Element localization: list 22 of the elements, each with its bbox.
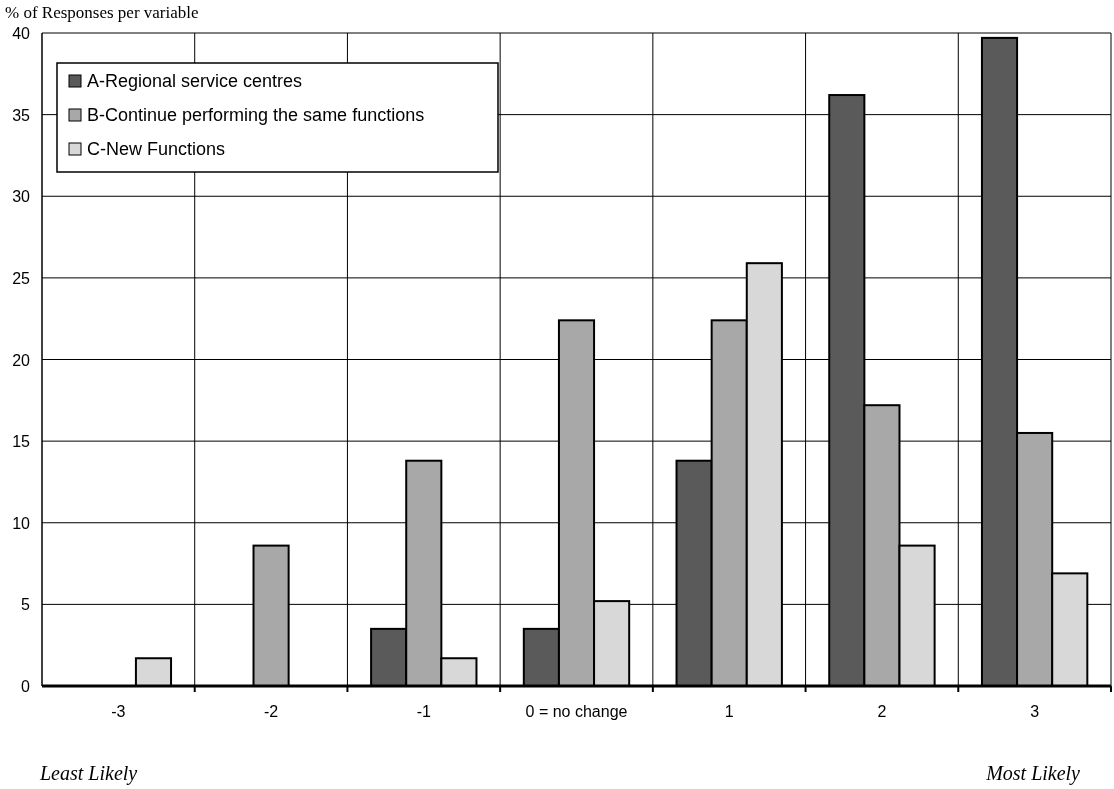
legend-label: A-Regional service centres — [87, 71, 303, 91]
y-tick-label: 10 — [12, 514, 31, 532]
y-tick-label: 25 — [12, 269, 31, 287]
x-tick-label: 3 — [1030, 703, 1040, 720]
y-tick-label: 20 — [12, 351, 31, 369]
text: Least Likely — [39, 762, 138, 785]
y-tick-label: 35 — [12, 106, 31, 124]
legend-label: B-Continue performing the same functions — [87, 105, 425, 125]
x-tick-label: -2 — [263, 703, 279, 720]
legend-label: C-New Functions — [87, 139, 226, 159]
x-tick-label: -3 — [111, 703, 126, 720]
y-tick-label: 0 — [21, 678, 31, 695]
y-tick-label: 40 — [12, 25, 31, 42]
y-tick-label: 30 — [12, 188, 31, 206]
y-tick-label: 15 — [12, 433, 31, 451]
x-tick-label: -1 — [416, 703, 431, 720]
x-tick-label: 1 — [724, 703, 734, 720]
x-tick-label: 0 = no change — [525, 703, 628, 720]
x-tick-label: 2 — [877, 703, 887, 720]
y-axis-title: % of Responses per variable — [5, 3, 199, 22]
y-tick-label: 5 — [21, 596, 31, 614]
text: Most Likely — [985, 762, 1081, 785]
